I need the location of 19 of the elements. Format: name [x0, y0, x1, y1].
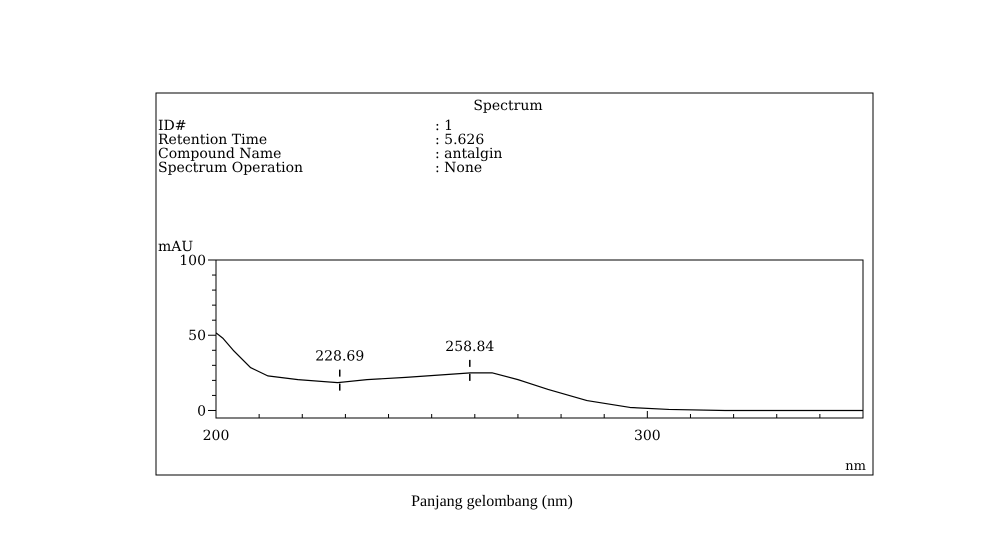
y-tick-label: 0 [197, 403, 206, 420]
y-tick-label: 50 [188, 328, 206, 344]
text: : None [435, 160, 482, 176]
text: Spectrum Operation [158, 160, 304, 176]
annotation: 228.69 [315, 348, 364, 365]
chart-title: Spectrum [473, 98, 543, 114]
x-tick-label: 200 [202, 428, 230, 444]
text: : 1 [435, 118, 454, 134]
text: : 5.626 [435, 132, 484, 148]
text: Compound Name [158, 146, 282, 162]
y-tick-label: 100 [179, 253, 206, 269]
x-tick-label: 300 [634, 428, 661, 444]
text: ID# [158, 118, 186, 134]
text: : antalgin [435, 146, 502, 162]
annotation: 258.84 [445, 338, 494, 355]
text: Panjang gelombang (nm) [411, 493, 573, 510]
x-axis-title: nm [845, 459, 866, 474]
y-axis-title: mAU [158, 239, 194, 255]
text: Retention Time [158, 132, 268, 148]
